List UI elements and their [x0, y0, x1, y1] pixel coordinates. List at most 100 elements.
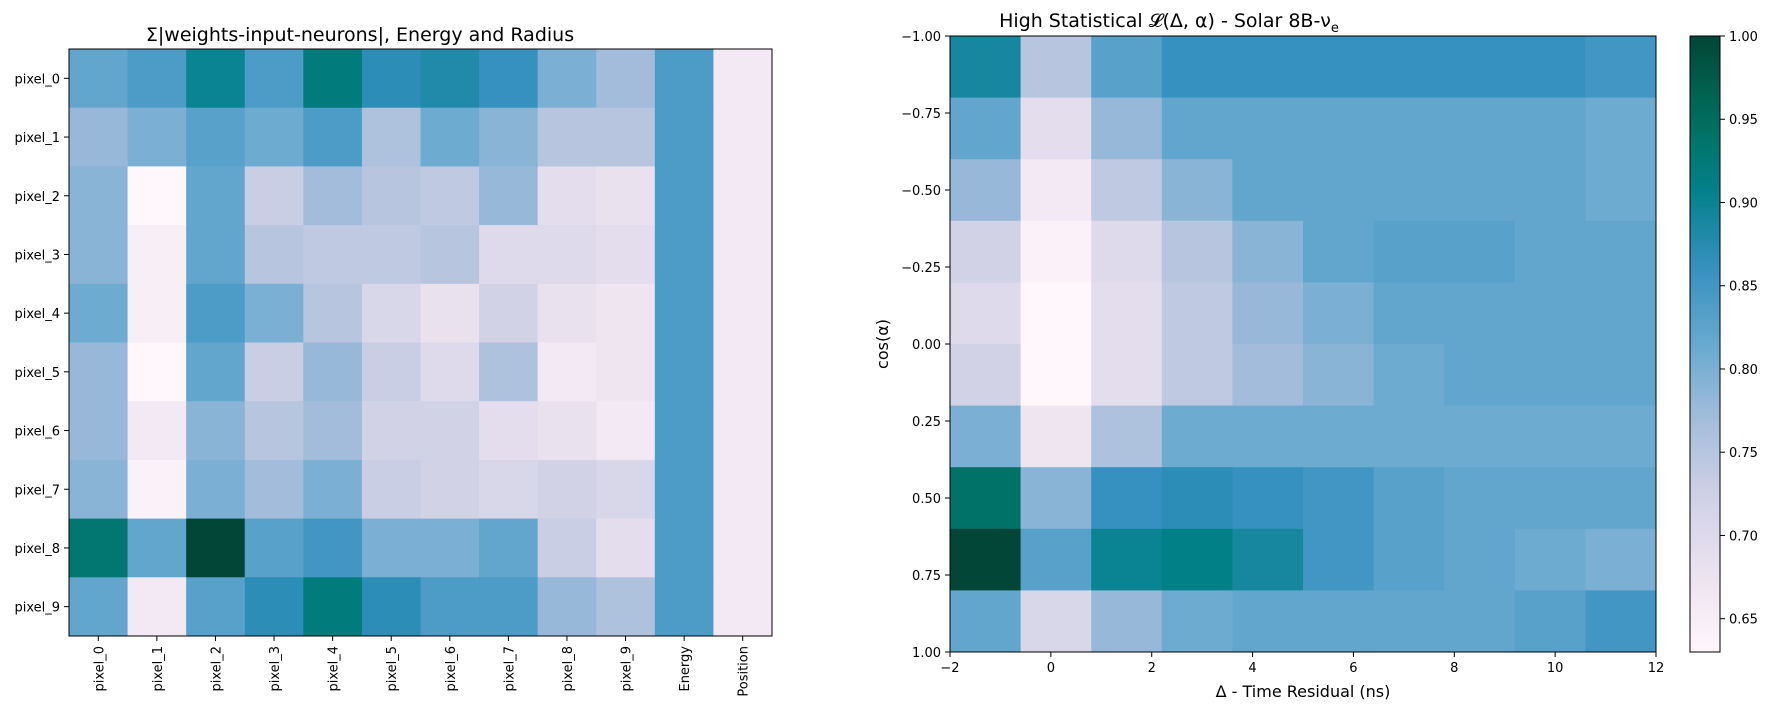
heatmap-cell	[479, 401, 539, 461]
heatmap-cell	[186, 225, 246, 285]
heatmap-cell	[420, 283, 480, 343]
heatmap-cell	[244, 577, 304, 637]
heatmap-cell	[713, 107, 773, 167]
heatmap-cell	[537, 225, 597, 285]
heatmap-cell	[1303, 528, 1375, 591]
heatmap-cell	[127, 49, 187, 109]
heatmap-cell	[1444, 590, 1516, 653]
heatmap-cell	[1373, 590, 1445, 653]
heatmap-cell	[1232, 405, 1304, 468]
heatmap-cell	[303, 107, 363, 167]
y-tick-label: 0.00	[912, 338, 941, 353]
heatmap-cell	[654, 107, 714, 167]
heatmap-cell	[479, 577, 539, 637]
heatmap-cell	[186, 166, 246, 226]
heatmap-cell	[596, 49, 656, 109]
heatmap-cell	[1585, 467, 1657, 530]
heatmap-cell	[713, 459, 773, 520]
heatmap-cell	[1091, 36, 1163, 99]
heatmap-cell	[303, 166, 363, 226]
heatmap-cell	[1303, 159, 1375, 222]
heatmap-cell	[713, 518, 773, 578]
heatmap-cell	[537, 342, 597, 402]
heatmap-cell	[1161, 467, 1233, 530]
x-tick-label: 12	[1648, 661, 1665, 676]
heatmap-cell	[1161, 590, 1233, 653]
heatmap-cell	[950, 344, 1022, 407]
heatmap-cell	[1091, 590, 1163, 653]
heatmap-cell	[479, 283, 539, 343]
heatmap-cell	[127, 401, 187, 461]
y-tick-label: pixel_5	[14, 366, 60, 381]
heatmap-cell	[1091, 97, 1163, 160]
heatmap-cell	[361, 283, 421, 343]
heatmap-cell	[596, 166, 656, 226]
heatmap-cell	[1020, 405, 1092, 468]
colorbar	[1689, 35, 1721, 653]
heatmap-cell	[1020, 159, 1092, 222]
heatmap-cell	[186, 49, 246, 109]
x-tick-label: 0	[1047, 661, 1055, 676]
heatmap-cell	[1161, 97, 1233, 160]
heatmap-cell	[69, 459, 129, 520]
heatmap-cell	[1373, 282, 1445, 345]
heatmap-cell	[361, 577, 421, 637]
heatmap-cell	[69, 577, 129, 637]
x-tick-label: Energy	[678, 646, 693, 692]
heatmap-cell	[1585, 590, 1657, 653]
y-tick-label: pixel_7	[14, 483, 60, 498]
heatmap-cell	[479, 342, 539, 402]
heatmap-cell	[361, 49, 421, 109]
heatmap-cell	[1232, 220, 1304, 283]
heatmap-cell	[1232, 467, 1304, 530]
y-tick-label: −0.25	[901, 261, 941, 276]
right-y-axis-title: cos(α)	[873, 319, 892, 369]
heatmap-cell	[654, 283, 714, 343]
heatmap-cell	[654, 401, 714, 461]
x-tick-label: Position	[737, 646, 752, 697]
heatmap-cell	[479, 166, 539, 226]
x-tick-label: 2	[1148, 661, 1156, 676]
heatmap-cell	[303, 518, 363, 578]
heatmap-cell	[1444, 159, 1516, 222]
heatmap-cell	[1161, 36, 1233, 99]
heatmap-cell	[1373, 220, 1445, 283]
y-tick-label: −0.50	[901, 184, 941, 199]
heatmap-cell	[361, 107, 421, 167]
y-tick-label: 0.25	[912, 415, 941, 430]
y-tick-label: pixel_2	[14, 190, 60, 205]
heatmap-cell	[186, 518, 246, 578]
heatmap-cell	[1232, 159, 1304, 222]
heatmap-cell	[1020, 97, 1092, 160]
heatmap-cell	[479, 518, 539, 578]
heatmap-cell	[303, 49, 363, 109]
heatmap-cell	[244, 107, 304, 167]
y-tick-label: pixel_6	[14, 425, 60, 440]
heatmap-cell	[713, 166, 773, 226]
heatmap-cell	[654, 49, 714, 109]
heatmap-cell	[127, 518, 187, 578]
heatmap-cell	[361, 518, 421, 578]
heatmap-cell	[1373, 97, 1445, 160]
heatmap-cell	[654, 518, 714, 578]
heatmap-cell	[596, 459, 656, 520]
left-y-axis: pixel_0 pixel_1 pixel_2 pixel_3 pixel_4pixel…	[14, 72, 69, 616]
heatmap-cell	[596, 225, 656, 285]
heatmap-cell	[654, 342, 714, 402]
heatmap-cell	[537, 107, 597, 167]
heatmap-cell	[1091, 344, 1163, 407]
heatmap-cell	[420, 107, 480, 167]
heatmap-cell	[1585, 405, 1657, 468]
heatmap-cell	[1091, 282, 1163, 345]
heatmap-cell	[244, 49, 304, 109]
x-tick-label: pixel_0	[92, 646, 107, 692]
heatmap-cell	[186, 577, 246, 637]
colorbar-tick-label: 0.65	[1729, 613, 1758, 628]
heatmap-cell	[361, 459, 421, 520]
heatmap-cell	[1232, 282, 1304, 345]
heatmap-cell	[420, 401, 480, 461]
heatmap-cell	[1020, 344, 1092, 407]
heatmap-cell	[1514, 528, 1586, 591]
y-tick-label: pixel_9	[14, 601, 60, 616]
